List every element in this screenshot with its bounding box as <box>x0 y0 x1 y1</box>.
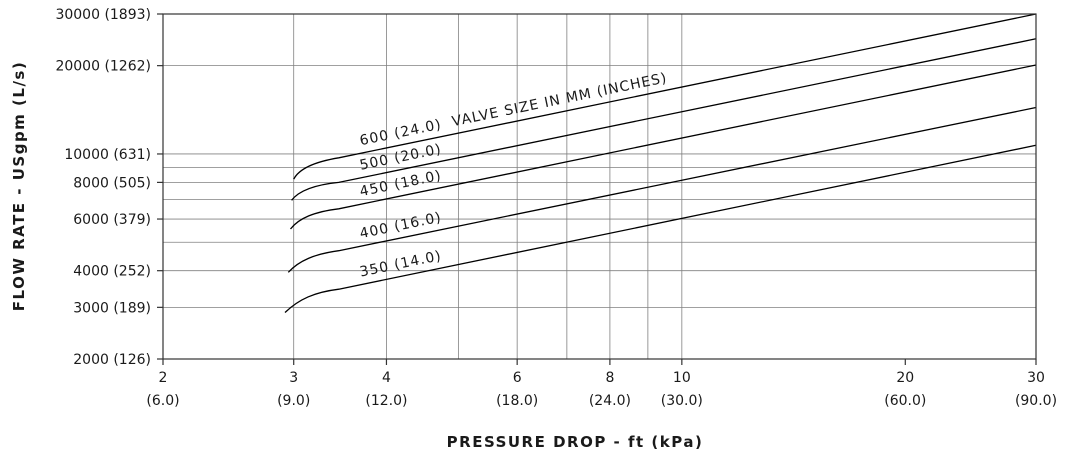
valve-curves <box>284 13 1037 313</box>
x-tick-sublabel: (6.0) <box>146 393 179 409</box>
valve-curve <box>284 144 1037 313</box>
x-tick-label: 4 <box>382 370 391 386</box>
valve-curve <box>293 13 1037 180</box>
series-labels: 600 (24.0) VALVE SIZE IN MM (INCHES)500 … <box>358 70 668 280</box>
y-tick-labels: 2000 (126) 3000 (189) 4000 (252) 6000 (379)… <box>55 7 163 368</box>
x-tick-sublabel: (60.0) <box>884 393 926 409</box>
y-tick-label: 2000 (126) <box>73 352 151 368</box>
x-tick-labels: 2 (6.0) 3 (9.0) 4 (12.0) 6 (18.0) 8 (24.0) 10 (30.0… <box>146 359 1057 409</box>
x-tick-sublabel: (90.0) <box>1015 393 1057 409</box>
x-axis-title: PRESSURE DROP - ft (kPa) <box>447 433 704 451</box>
x-tick-label: 6 <box>513 370 522 386</box>
valve-size-label: 600 (24.0) VALVE SIZE IN MM (INCHES) <box>358 70 668 149</box>
x-tick-sublabel: (24.0) <box>589 393 631 409</box>
y-tick-label: 6000 (379) <box>73 212 151 228</box>
x-tick-label: 10 <box>673 370 691 386</box>
x-tick-label: 3 <box>289 370 298 386</box>
x-tick-sublabel: (30.0) <box>661 393 703 409</box>
grid-lines <box>163 14 1036 359</box>
y-tick-label: 4000 (252) <box>73 264 151 280</box>
valve-size-label: 450 (18.0) <box>358 168 443 201</box>
x-tick-label: 8 <box>605 370 614 386</box>
x-tick-sublabel: (18.0) <box>496 393 538 409</box>
x-tick-label: 2 <box>159 370 168 386</box>
y-tick-label: 8000 (505) <box>73 175 151 191</box>
valve-curve <box>291 38 1037 201</box>
x-tick-sublabel: (9.0) <box>277 393 310 409</box>
y-tick-label: 3000 (189) <box>73 300 151 316</box>
plot-frame <box>162 13 1037 360</box>
y-tick-label: 30000 (1893) <box>55 7 151 23</box>
y-tick-label: 20000 (1262) <box>55 59 151 75</box>
y-tick-label: 10000 (631) <box>64 147 151 163</box>
x-tick-sublabel: (12.0) <box>365 393 407 409</box>
x-tick-label: 20 <box>896 370 914 386</box>
valve-size-label: 400 (16.0) <box>358 210 443 243</box>
valve-size-label: 350 (14.0) <box>358 248 443 281</box>
valve-curve <box>289 64 1037 230</box>
valve-curve <box>287 106 1037 273</box>
x-tick-label: 30 <box>1027 370 1045 386</box>
y-axis-title: FLOW RATE - USgpm (L/s) <box>10 61 28 311</box>
